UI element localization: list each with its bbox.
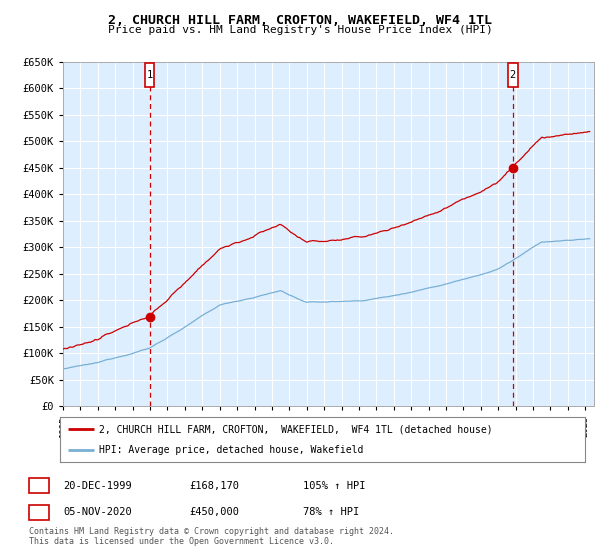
Text: 1: 1 [146,70,152,80]
Text: Price paid vs. HM Land Registry's House Price Index (HPI): Price paid vs. HM Land Registry's House … [107,25,493,35]
Bar [508,63,518,87]
Text: 1: 1 [35,480,42,491]
Text: 20-DEC-1999: 20-DEC-1999 [63,480,132,491]
Text: 2, CHURCH HILL FARM, CROFTON, WAKEFIELD, WF4 1TL: 2, CHURCH HILL FARM, CROFTON, WAKEFIELD,… [108,14,492,27]
Text: HPI: Average price, detached house, Wakefield: HPI: Average price, detached house, Wake… [100,445,364,455]
Text: Contains HM Land Registry data © Crown copyright and database right 2024.
This d: Contains HM Land Registry data © Crown c… [29,526,394,546]
Text: 2: 2 [510,70,516,80]
Text: £168,170: £168,170 [189,480,239,491]
Bar [145,63,154,87]
Text: 05-NOV-2020: 05-NOV-2020 [63,507,132,517]
Text: £450,000: £450,000 [189,507,239,517]
Text: 78% ↑ HPI: 78% ↑ HPI [303,507,359,517]
Text: 105% ↑ HPI: 105% ↑ HPI [303,480,365,491]
Text: 2, CHURCH HILL FARM, CROFTON,  WAKEFIELD,  WF4 1TL (detached house): 2, CHURCH HILL FARM, CROFTON, WAKEFIELD,… [100,424,493,435]
Text: 2: 2 [35,507,42,517]
